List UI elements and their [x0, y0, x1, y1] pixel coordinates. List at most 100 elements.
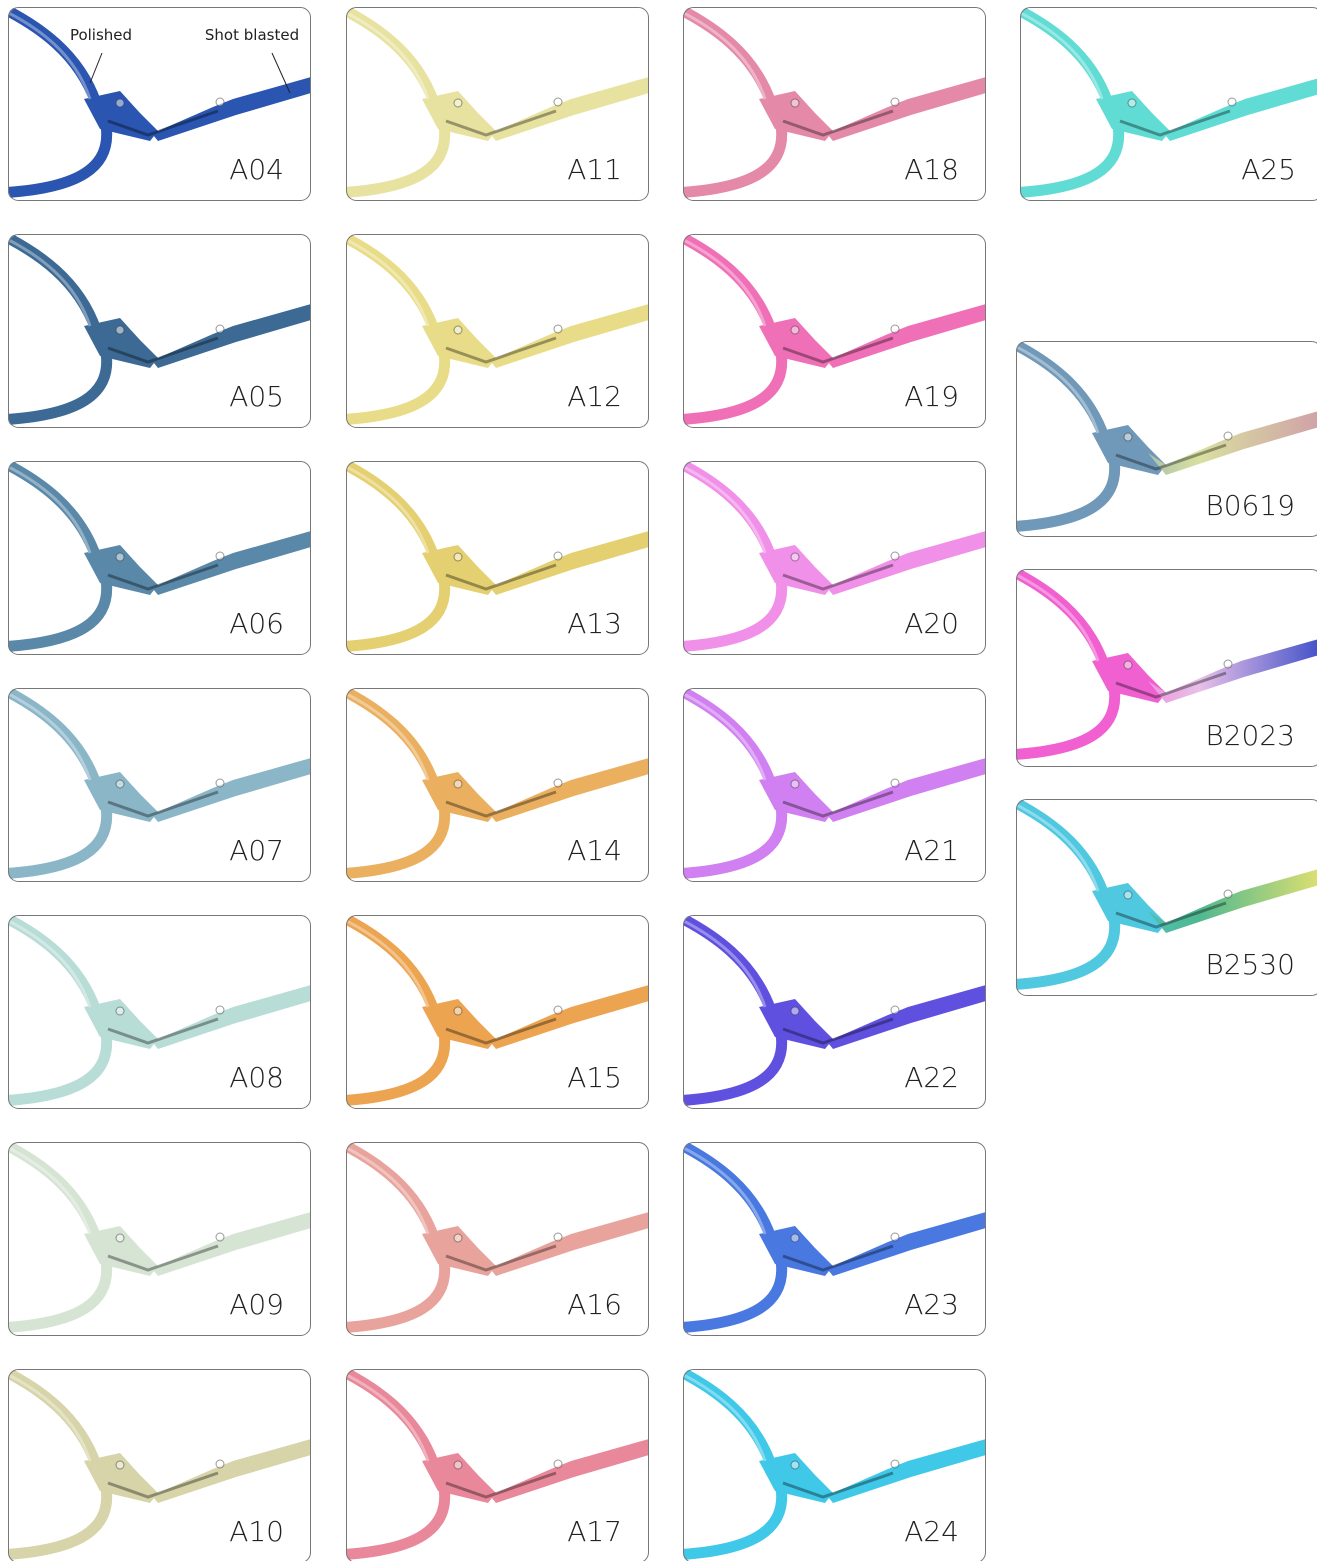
frame-illustration: [683, 915, 986, 1107]
highlight: [782, 336, 894, 364]
temple: [140, 75, 311, 141]
rim: [1016, 686, 1121, 761]
screw: [790, 779, 800, 789]
highlight: [346, 688, 430, 781]
screw: [790, 325, 800, 335]
highlight: [1115, 671, 1227, 699]
screw: [890, 97, 900, 107]
highlight: [1020, 7, 1104, 100]
rim: [8, 351, 113, 426]
card-background: [8, 234, 311, 428]
card-border: [683, 915, 986, 1109]
card-border: [346, 1369, 649, 1561]
swatch-card: A13: [346, 461, 649, 655]
highlight: [346, 1142, 430, 1235]
highlight: [346, 7, 430, 100]
rim: [683, 124, 788, 199]
card-background: [1016, 799, 1317, 996]
hinge: [1092, 883, 1166, 933]
hinge: [759, 91, 833, 141]
swatch-code: A08: [229, 1061, 284, 1094]
rim: [8, 805, 113, 880]
highlight: [683, 461, 767, 554]
card-background: [1016, 569, 1317, 767]
screw: [115, 1460, 125, 1470]
temple: [1148, 637, 1317, 703]
card-border: [1016, 569, 1317, 767]
swatch-code: B0619: [1205, 489, 1295, 522]
highlight: [445, 1471, 557, 1499]
rim: [346, 461, 440, 559]
card-background: [8, 7, 311, 201]
screw: [890, 1232, 900, 1242]
hinge: [1092, 653, 1166, 703]
temple: [478, 302, 649, 368]
card-border: [346, 1142, 649, 1336]
hinge: [84, 1226, 158, 1276]
swatch-card: A16: [346, 1142, 649, 1336]
card-background: [683, 915, 986, 1109]
swatch-code: A13: [567, 607, 622, 640]
card-border: [683, 688, 986, 882]
frame-illustration: [1016, 799, 1317, 991]
rim: [683, 688, 777, 786]
temple: [815, 529, 986, 595]
rim: [346, 1142, 440, 1240]
temple: [478, 1437, 649, 1503]
swatch-card: A07: [8, 688, 311, 882]
screw: [215, 97, 225, 107]
swatch-code: A25: [1241, 153, 1296, 186]
temple: [815, 1210, 986, 1276]
screw: [115, 1233, 125, 1243]
highlight: [107, 1471, 219, 1499]
card-background: [346, 1142, 649, 1336]
rim: [1016, 799, 1110, 897]
highlight: [8, 688, 92, 781]
hinge: [759, 545, 833, 595]
hinge: [759, 772, 833, 822]
highlight: [346, 461, 430, 554]
highlight: [8, 1142, 92, 1235]
swatch-code: A09: [229, 1288, 284, 1321]
screw: [790, 552, 800, 562]
card-border: [346, 915, 649, 1109]
highlight: [1115, 901, 1227, 929]
swatch-card: A22: [683, 915, 986, 1109]
screw: [1123, 660, 1133, 670]
card-border: [8, 7, 311, 201]
rim: [8, 1142, 102, 1240]
swatch-code: A23: [904, 1288, 959, 1321]
highlight: [445, 1244, 557, 1272]
swatch-code: A04: [229, 153, 284, 186]
swatch-code: A11: [567, 153, 622, 186]
card-border: [1016, 341, 1317, 537]
swatch-code: A12: [567, 380, 622, 413]
swatch-card: B2530: [1016, 799, 1317, 996]
temple: [478, 756, 649, 822]
card-background: [683, 234, 986, 428]
frame-illustration: [8, 688, 311, 880]
swatch-code: B2023: [1205, 719, 1295, 752]
swatch-card: A19: [683, 234, 986, 428]
highlight: [782, 1471, 894, 1499]
frame-illustration: [683, 234, 986, 426]
temple: [140, 1210, 311, 1276]
rim: [683, 351, 788, 426]
screw: [215, 778, 225, 788]
frame-illustration: [346, 461, 649, 653]
highlight: [445, 109, 557, 137]
temple: [140, 756, 311, 822]
frame-illustration: [683, 7, 986, 199]
card-border: [683, 461, 986, 655]
hinge: [84, 999, 158, 1049]
rim: [683, 1032, 788, 1107]
swatch-code: A17: [567, 1515, 622, 1548]
highlight: [1016, 799, 1100, 892]
card-background: [8, 461, 311, 655]
card-background: [683, 1142, 986, 1336]
swatch-card: A17: [346, 1369, 649, 1561]
screw: [1123, 890, 1133, 900]
frame-illustration: [8, 461, 311, 653]
card-border: [346, 7, 649, 201]
